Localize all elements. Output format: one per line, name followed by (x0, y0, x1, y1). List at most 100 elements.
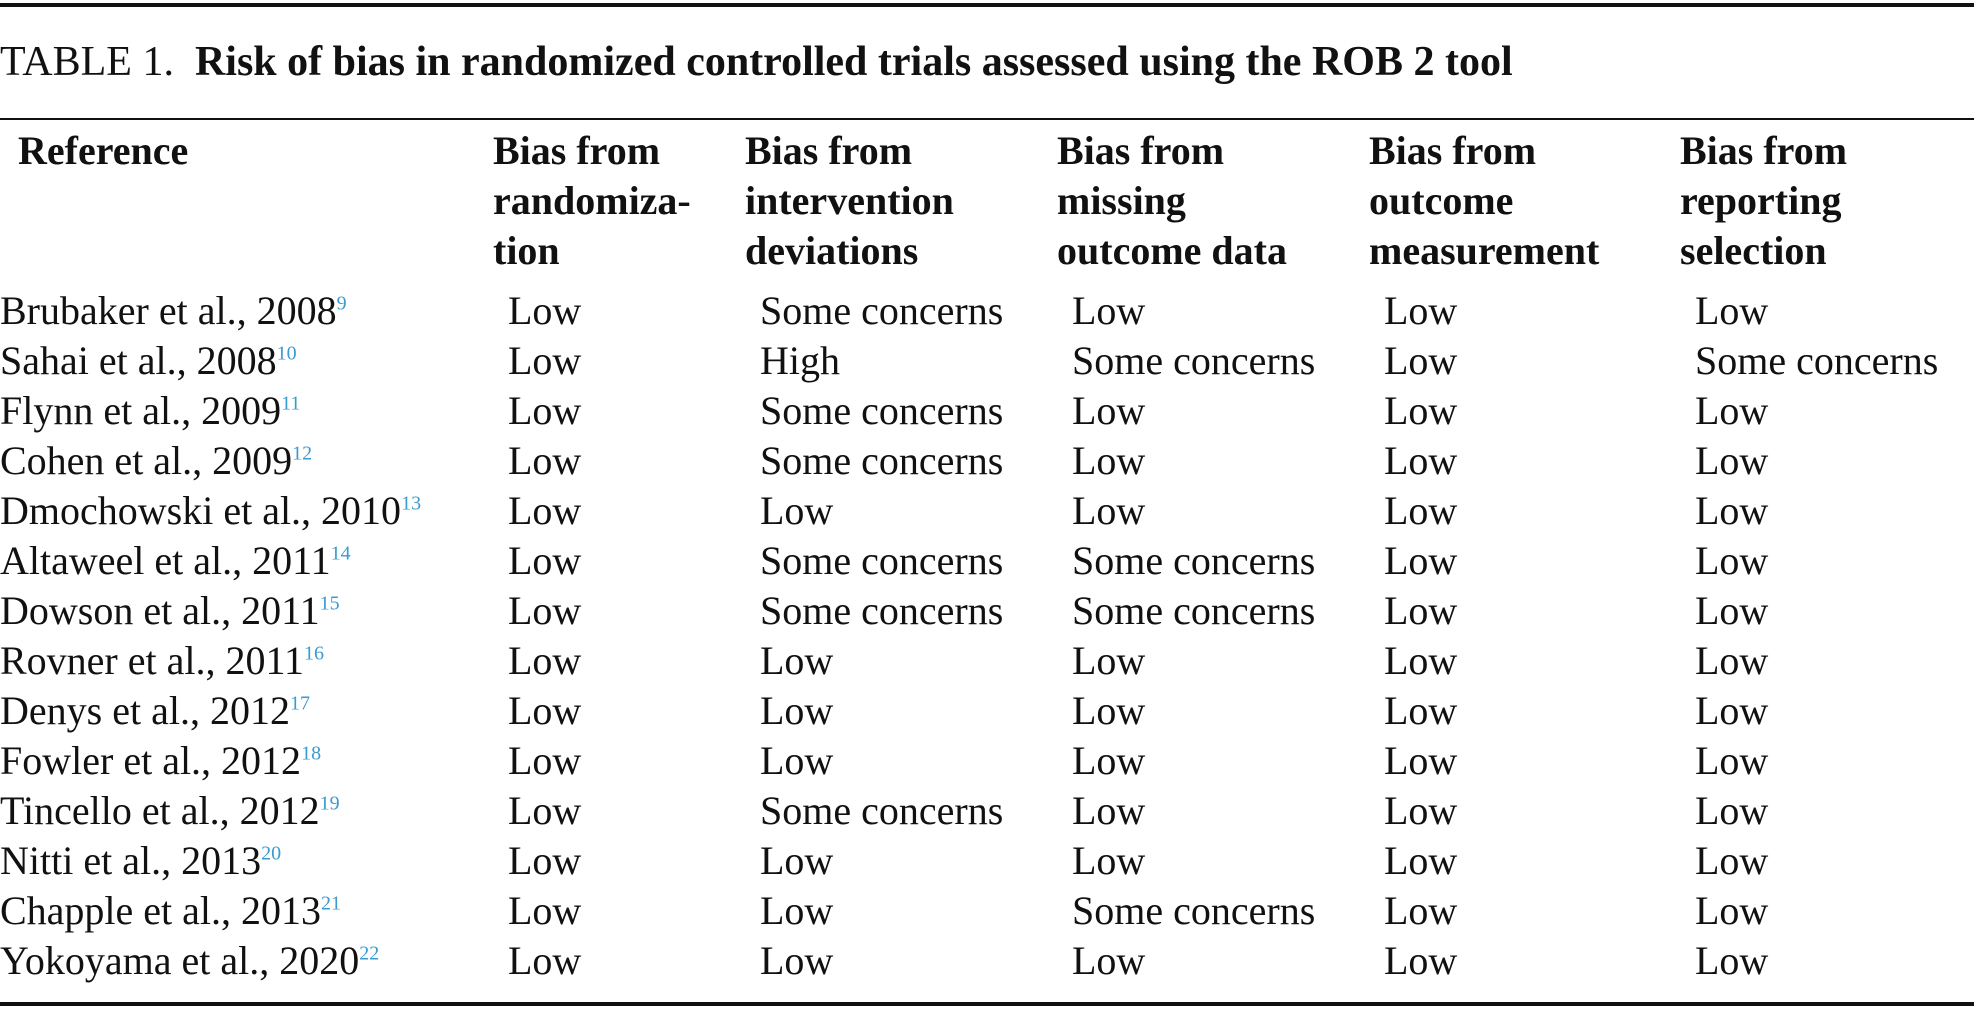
reference-text: Yokoyama et al., 2020 (0, 938, 360, 983)
missing-cell: Low (1072, 688, 1146, 733)
intervention-cell: Some concerns (760, 388, 1004, 433)
randomization-cell: Low (508, 938, 582, 983)
reference-text: Chapple et al., 2013 (0, 888, 322, 933)
intervention-cell: Low (760, 488, 834, 533)
intervention-cell: Low (760, 888, 834, 933)
risk-of-bias-table: Reference Bias from randomiza- tion Bias… (0, 126, 1974, 986)
measurement-cell: Low (1384, 488, 1458, 533)
intervention-cell: Low (760, 688, 834, 733)
reference-text: Altaweel et al., 2011 (0, 538, 331, 583)
citation-link[interactable]: 15 (319, 592, 340, 615)
reporting-cell: Low (1695, 838, 1769, 883)
reference-cell: Altaweel et al., 201114 (0, 536, 493, 586)
table-row: Sahai et al., 200810 Low High Some concerns… (0, 336, 1974, 386)
missing-cell: Some concerns (1072, 588, 1316, 633)
header-reference-label: Reference (18, 128, 189, 173)
measurement-cell: Low (1384, 788, 1458, 833)
reporting-cell: Low (1695, 788, 1769, 833)
randomization-cell: Low (508, 638, 582, 683)
missing-cell: Low (1072, 938, 1146, 983)
reference-text: Brubaker et al., 2008 (0, 288, 337, 333)
citation-link[interactable]: 22 (359, 942, 380, 965)
measurement-cell: Low (1384, 388, 1458, 433)
reference-text: Fowler et al., 2012 (0, 738, 302, 783)
header-line: outcome data (1057, 228, 1287, 273)
measurement-cell: Low (1384, 438, 1458, 483)
citation-link[interactable]: 14 (330, 542, 351, 565)
randomization-cell: Low (508, 788, 582, 833)
table-row: Cohen et al., 200912 Low Some concerns Low L… (0, 436, 1974, 486)
citation-link[interactable]: 20 (261, 842, 282, 865)
reporting-cell: Low (1695, 588, 1769, 633)
citation-link[interactable]: 10 (276, 342, 297, 365)
citation-link[interactable]: 21 (321, 892, 342, 915)
header-line: Bias from (1369, 128, 1537, 173)
missing-cell: Low (1072, 438, 1146, 483)
measurement-cell: Low (1384, 838, 1458, 883)
intervention-cell: High (760, 338, 840, 383)
citation-link[interactable]: 17 (289, 692, 310, 715)
reference-text: Rovner et al., 2011 (0, 638, 305, 683)
intervention-cell: Low (760, 838, 834, 883)
header-missing-data: Bias from missing outcome data (1057, 126, 1369, 286)
header-line: Bias from (1680, 128, 1848, 173)
missing-cell: Low (1072, 288, 1146, 333)
table-row: Chapple et al., 201321 Low Low Some concern… (0, 886, 1974, 936)
reference-text: Dmochowski et al., 2010 (0, 488, 402, 533)
header-line: missing (1057, 178, 1186, 223)
citation-link[interactable]: 13 (401, 492, 422, 515)
reference-text: Cohen et al., 2009 (0, 438, 293, 483)
table-row: Brubaker et al., 20089 Low Some concerns Lo… (0, 286, 1974, 336)
reporting-cell: Some concerns (1695, 338, 1939, 383)
randomization-cell: Low (508, 438, 582, 483)
citation-link[interactable]: 12 (292, 442, 313, 465)
intervention-cell: Some concerns (760, 288, 1004, 333)
missing-cell: Low (1072, 388, 1146, 433)
citation-link[interactable]: 9 (336, 292, 347, 315)
measurement-cell: Low (1384, 738, 1458, 783)
reference-cell: Flynn et al., 200911 (0, 386, 493, 436)
table-row: Flynn et al., 200911 Low Some concerns Low L… (0, 386, 1974, 436)
reference-cell: Chapple et al., 201321 (0, 886, 493, 936)
header-measurement: Bias from outcome measurement (1369, 126, 1680, 286)
table-row: Dowson et al., 201115 Low Some concerns Som… (0, 586, 1974, 636)
measurement-cell: Low (1384, 888, 1458, 933)
citation-link[interactable]: 11 (281, 392, 301, 415)
missing-cell: Some concerns (1072, 538, 1316, 583)
reporting-cell: Low (1695, 688, 1769, 733)
header-reporting: Bias from reporting selection (1680, 126, 1974, 286)
missing-cell: Low (1072, 738, 1146, 783)
reporting-cell: Low (1695, 288, 1769, 333)
measurement-cell: Low (1384, 938, 1458, 983)
intervention-cell: Low (760, 638, 834, 683)
reference-cell: Dmochowski et al., 201013 (0, 486, 493, 536)
measurement-cell: Low (1384, 588, 1458, 633)
table-top-rule (0, 3, 1974, 7)
reporting-cell: Low (1695, 938, 1769, 983)
measurement-cell: Low (1384, 538, 1458, 583)
header-line: measurement (1369, 228, 1600, 273)
citation-link[interactable]: 19 (319, 792, 340, 815)
missing-cell: Low (1072, 788, 1146, 833)
reference-cell: Yokoyama et al., 202022 (0, 936, 493, 986)
randomization-cell: Low (508, 888, 582, 933)
intervention-cell: Some concerns (760, 788, 1004, 833)
citation-link[interactable]: 16 (304, 642, 325, 665)
table-body: Brubaker et al., 20089 Low Some concerns Lo… (0, 286, 1974, 986)
header-randomization: Bias from randomiza- tion (493, 126, 745, 286)
randomization-cell: Low (508, 738, 582, 783)
reference-text: Flynn et al., 2009 (0, 388, 282, 433)
header-line: tion (493, 228, 560, 273)
randomization-cell: Low (508, 838, 582, 883)
header-reference: Reference (0, 126, 493, 286)
missing-cell: Low (1072, 638, 1146, 683)
reporting-cell: Low (1695, 438, 1769, 483)
missing-cell: Some concerns (1072, 888, 1316, 933)
measurement-cell: Low (1384, 688, 1458, 733)
table-caption-label: TABLE 1. (0, 39, 174, 85)
intervention-cell: Some concerns (760, 438, 1004, 483)
citation-link[interactable]: 18 (301, 742, 322, 765)
reference-cell: Cohen et al., 200912 (0, 436, 493, 486)
intervention-cell: Low (760, 738, 834, 783)
reporting-cell: Low (1695, 538, 1769, 583)
